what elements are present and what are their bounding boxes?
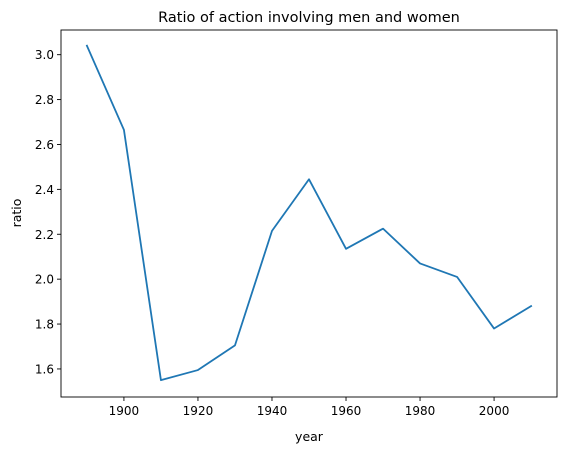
- x-axis-label: year: [295, 429, 324, 444]
- y-tick-label: 2.8: [35, 93, 54, 107]
- y-tick-label: 2.6: [35, 138, 54, 152]
- plot-area: [85, 44, 533, 382]
- y-tick-label: 3.0: [35, 48, 54, 62]
- y-tick-label: 2.0: [35, 273, 54, 287]
- chart-title: Ratio of action involving men and women: [158, 10, 460, 26]
- x-tick-label: 1960: [331, 404, 362, 418]
- y-axis: 1.6 1.8 2.0 2.2 2.4 2.6 2.8 3.0: [35, 48, 61, 376]
- x-tick-label: 1920: [183, 404, 214, 418]
- y-tick-label: 1.8: [35, 318, 54, 332]
- y-tick-label: 2.4: [35, 183, 54, 197]
- x-tick-label: 2000: [479, 404, 510, 418]
- x-tick-label: 1900: [109, 404, 140, 418]
- x-axis: 1900 1920 1940 1960 1980 2000: [109, 397, 510, 418]
- y-axis-label: ratio: [9, 199, 24, 228]
- x-tick-label: 1980: [405, 404, 436, 418]
- x-tick-label: 1940: [257, 404, 288, 418]
- series-line: [85, 44, 533, 382]
- y-tick-label: 2.2: [35, 228, 54, 242]
- y-tick-label: 1.6: [35, 362, 54, 376]
- plot-frame: [60, 29, 558, 398]
